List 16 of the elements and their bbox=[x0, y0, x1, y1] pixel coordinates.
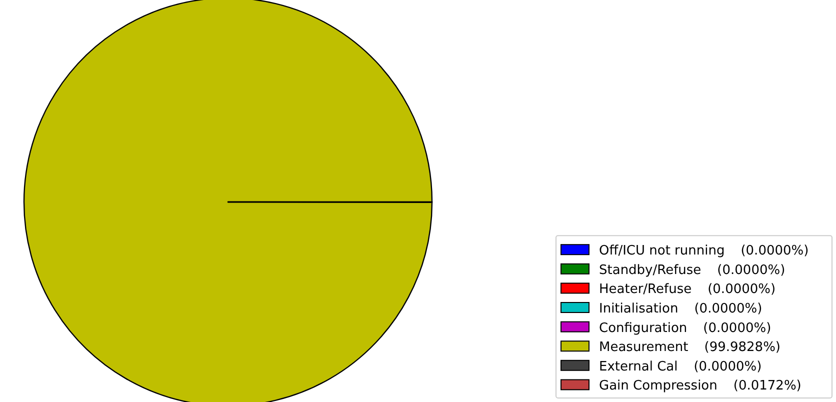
legend-label: Off/ICU not running bbox=[599, 244, 725, 259]
text: (0.0000%) bbox=[703, 320, 772, 336]
text: (0.0000%) bbox=[694, 302, 762, 316]
text: (0.0000%) bbox=[717, 262, 786, 278]
data-label: (0.0172%) bbox=[733, 378, 802, 394]
legend-label: External Cal bbox=[599, 359, 678, 374]
data-label: (99.9828%) bbox=[704, 340, 781, 356]
legend-label: Gain Compression bbox=[599, 378, 718, 394]
legend-label: Measurement bbox=[599, 340, 688, 356]
legend-label: Configuration bbox=[599, 320, 688, 336]
legend-label: Standby/Refuse bbox=[599, 262, 702, 278]
text: (0.0000%) bbox=[708, 282, 776, 298]
legend-label: Heater/Refuse bbox=[599, 282, 692, 298]
text: (0.0000%) bbox=[740, 244, 809, 259]
text: (0.0000%) bbox=[694, 359, 762, 374]
legend-label: Initialisation bbox=[599, 302, 678, 316]
